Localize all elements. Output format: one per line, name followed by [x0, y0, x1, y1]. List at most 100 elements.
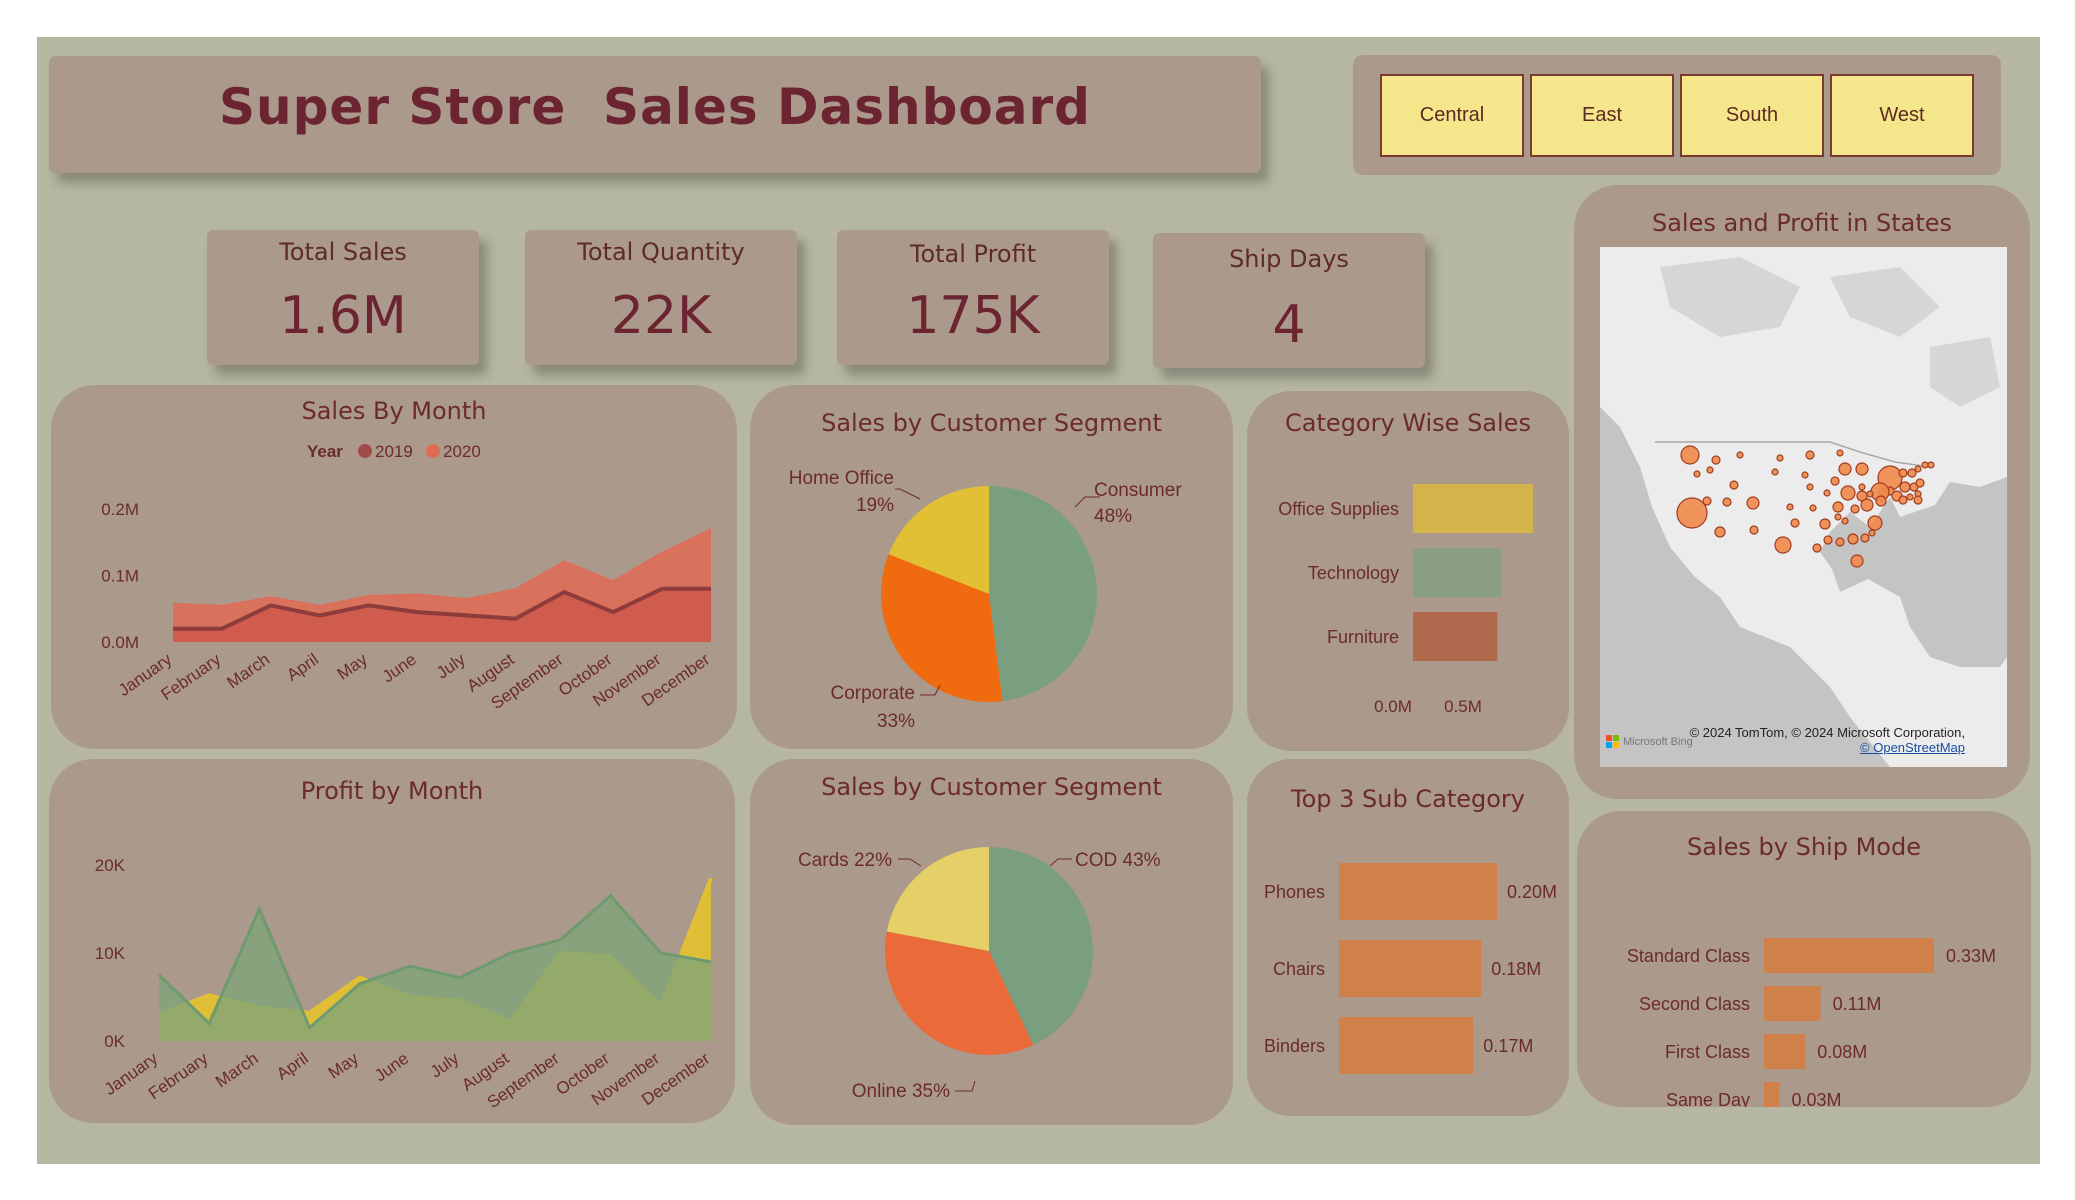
us-map — [1600, 247, 2007, 767]
plot-area — [172, 528, 712, 642]
state-bubble — [1866, 490, 1874, 498]
state-bubble — [1819, 518, 1831, 530]
pie-slice-online — [885, 931, 1034, 1055]
bar-value-label: 0.11M — [1833, 994, 1882, 1014]
state-bubble — [1823, 535, 1833, 545]
leader-line — [920, 684, 941, 696]
y-tick-label: 0.1M — [101, 567, 139, 586]
bar-value-label: 0.18M — [1491, 959, 1541, 979]
map-view[interactable]: Microsoft Bing © 2024 TomTom, © 2024 Mic… — [1600, 247, 2007, 767]
bar-category-label: First Class — [1665, 1042, 1750, 1062]
plot-area — [157, 877, 713, 1041]
dashboard-canvas: Super Store Sales Dashboard Central East… — [37, 37, 2040, 1164]
y-tick-label: 0.2M — [101, 500, 139, 519]
region-button-west[interactable]: West — [1830, 74, 1974, 157]
x-tick: 0.0M — [1374, 697, 1412, 716]
slice-label-consumer: Consumer — [1094, 480, 1182, 501]
kpi-total-quantity: Total Quantity 22K — [525, 230, 797, 365]
series-line-2019-top — [173, 586, 711, 631]
state-bubble — [1898, 495, 1908, 505]
state-bubble — [1907, 468, 1917, 478]
bar-office-supplies — [1413, 484, 1533, 533]
state-bubble — [1693, 470, 1701, 478]
state-bubble — [1850, 504, 1860, 514]
state-bubble — [1850, 554, 1864, 568]
legend-label-2020: 2020 — [443, 442, 481, 461]
region-button-central[interactable]: Central — [1380, 74, 1524, 157]
state-bubble — [1860, 533, 1870, 543]
payment-pie-chart: COD 43% Cards 22% Online 35% — [798, 847, 1161, 1102]
state-bubble — [1749, 525, 1759, 535]
state-bubble — [1809, 504, 1817, 512]
leader-line — [1074, 496, 1100, 508]
slice-pct-home-office: 19% — [856, 495, 894, 516]
x-tick-label: March — [224, 650, 274, 693]
pie-slice-cod — [989, 847, 1093, 1046]
y-tick-label: 20K — [95, 856, 126, 875]
state-bubble — [1898, 468, 1908, 478]
bars: Standard Class 0.33M Second Class 0.11M Firs… — [1627, 938, 1996, 1107]
region-button-east[interactable]: East — [1530, 74, 1674, 157]
kpi-value: 4 — [1272, 295, 1306, 355]
bar-value-label: 0.17M — [1483, 1036, 1533, 1056]
x-tick: 0.5M — [1444, 697, 1482, 716]
state-bubble — [1722, 497, 1732, 507]
state-bubble — [1855, 462, 1869, 476]
top-subcategory-chart: Phones 0.20M Chairs 0.18M Binders 0.17M — [1264, 863, 1557, 1074]
leader-line — [898, 858, 922, 867]
landmass-north-america — [1600, 247, 2007, 767]
profit-by-month-card: Profit by Month 0K 10K 20K January February… — [49, 759, 735, 1123]
x-tick-label: April — [273, 1049, 312, 1084]
legend-marker-2020 — [426, 444, 440, 458]
region-slicer: Central East South West — [1353, 55, 2001, 175]
x-tick-label: May — [334, 649, 372, 683]
bar-phones — [1339, 863, 1497, 920]
us-border — [1655, 441, 1931, 468]
chart-title: Sales by Customer Segment — [821, 409, 1162, 437]
kpi-value: 22K — [610, 286, 712, 346]
state-bubble — [1860, 498, 1874, 512]
y-tick-label: 10K — [95, 944, 126, 963]
bing-logo: Microsoft Bing — [1606, 735, 1693, 748]
kpi-value: 1.6M — [279, 286, 407, 346]
slice-pct-consumer: 48% — [1094, 506, 1132, 527]
chart-title: Category Wise Sales — [1285, 409, 1531, 437]
state-bubble — [1702, 496, 1712, 506]
segment-pie-chart: Consumer 48% Home Office 19% Corporate 3… — [789, 468, 1183, 732]
y-axis-ticks: 0.0M 0.1M 0.2M — [101, 500, 139, 652]
osm-link[interactable]: © OpenStreetMap — [1860, 740, 1965, 755]
bar-standard-class — [1764, 938, 1934, 973]
state-bubble — [1776, 454, 1784, 462]
state-bubble — [1786, 503, 1794, 511]
bar-category-label: Binders — [1264, 1036, 1325, 1056]
bar-category-label: Phones — [1264, 882, 1325, 902]
slice-label-online: Online 35% — [852, 1081, 950, 1102]
state-bubble — [1790, 518, 1800, 528]
state-bubble — [1875, 495, 1887, 507]
state-bubble — [1847, 533, 1859, 545]
chart-title: Sales By Month — [301, 397, 487, 425]
state-bubble — [1706, 466, 1714, 474]
pie-slice-consumer — [989, 486, 1097, 702]
top-subcategory-card: Top 3 Sub Category Phones 0.20M Chairs 0.18… — [1247, 759, 1569, 1116]
bars: Office Supplies Technology Furniture — [1278, 484, 1533, 661]
bar-category-label: Furniture — [1327, 627, 1399, 647]
kpi-total-profit: Total Profit 175K — [837, 230, 1109, 365]
slice-label-cards: Cards 22% — [798, 850, 892, 871]
state-bubble — [1805, 450, 1815, 460]
bar-value-label: 0.33M — [1946, 946, 1996, 966]
chart-title: Profit by Month — [300, 777, 484, 805]
state-bubble — [1823, 489, 1831, 497]
bar-category-label: Chairs — [1273, 959, 1325, 979]
state-bubble — [1736, 451, 1744, 459]
chart-title: Sales by Ship Mode — [1687, 833, 1921, 861]
bing-label: Microsoft Bing — [1623, 735, 1693, 748]
bar-category-label: Office Supplies — [1278, 499, 1399, 519]
slice-pct-corporate: 33% — [877, 711, 915, 732]
legend-label-2019: 2019 — [375, 442, 413, 461]
kpi-ship-days: Ship Days 4 — [1153, 233, 1425, 368]
region-button-south[interactable]: South — [1680, 74, 1824, 157]
bar-technology — [1413, 548, 1502, 597]
